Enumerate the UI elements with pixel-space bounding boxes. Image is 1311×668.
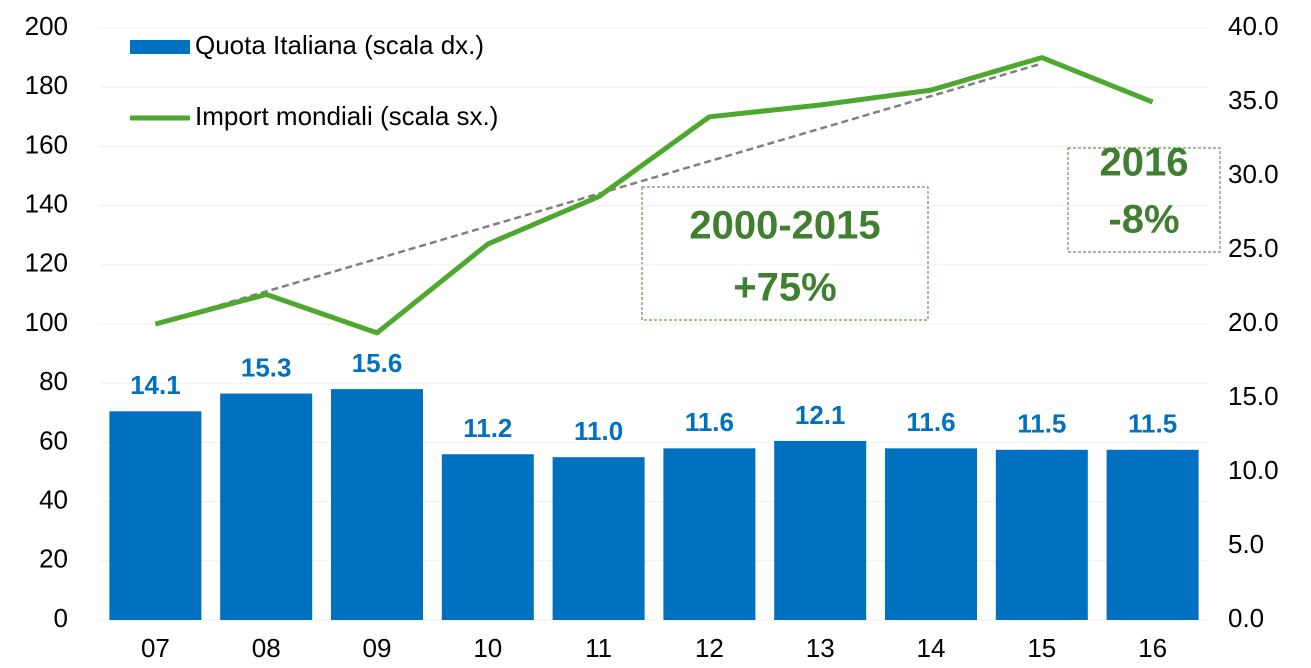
bar: [552, 457, 645, 620]
value-label: 11.0: [574, 416, 623, 446]
legend-label: Import mondiali (scala sx.): [195, 101, 498, 131]
x-tick-label: 16: [1138, 633, 1167, 663]
y-tick-label: 80: [39, 366, 68, 396]
legend-swatch: [130, 40, 190, 54]
bar: [885, 448, 977, 620]
y-tick-label: 120: [25, 248, 68, 278]
y-tick-label: 40: [39, 484, 68, 514]
x-tick-label: 13: [806, 633, 835, 663]
y2-tick-label: 40.0: [1228, 11, 1279, 41]
y-tick-label: 200: [25, 11, 68, 41]
y2-tick-label: 20.0: [1228, 307, 1279, 337]
bar: [220, 393, 313, 620]
x-tick-label: 14: [917, 633, 946, 663]
value-label: 15.3: [241, 352, 292, 382]
annotation: +75%: [733, 266, 836, 310]
bar: [441, 454, 534, 620]
x-tick-label: 11: [585, 633, 612, 663]
bar: [331, 389, 423, 620]
bar: [1106, 449, 1199, 620]
y2-tick-label: 0.0: [1228, 603, 1264, 633]
legend-label: Quota Italiana (scala dx.): [195, 30, 484, 60]
y-tick-label: 60: [39, 425, 68, 455]
y2-tick-label: 25.0: [1228, 233, 1279, 263]
y2-tick-label: 15.0: [1228, 381, 1279, 411]
value-label: 11.5: [1128, 409, 1177, 439]
x-tick-label: 09: [363, 633, 392, 663]
y-tick-label: 20: [39, 544, 68, 574]
x-tick-label: 12: [695, 633, 724, 663]
value-label: 11.6: [685, 407, 734, 437]
bar: [109, 411, 202, 620]
y2-tick-label: 30.0: [1228, 159, 1279, 189]
line: [154, 55, 1154, 336]
annotation: 2016: [1100, 141, 1189, 185]
x-tick-label: 10: [473, 633, 502, 663]
bar: [995, 449, 1088, 620]
value-label: 11.5: [1017, 409, 1066, 439]
y-tick-label: 140: [25, 188, 68, 218]
value-label: 11.6: [906, 407, 955, 437]
y-tick-label: 160: [25, 129, 68, 159]
y-tick-label: 0: [54, 603, 68, 633]
y-tick-label: 100: [25, 307, 68, 337]
annotation: 2000-2015: [689, 204, 880, 248]
annotation: -8%: [1108, 198, 1179, 242]
annotation-box: [641, 186, 929, 321]
y2-tick-label: 35.0: [1228, 85, 1279, 115]
y-tick-label: 180: [25, 70, 68, 100]
value-label: 11.2: [463, 413, 512, 443]
annotation-box: [1067, 147, 1221, 253]
y2-tick-label: 10.0: [1228, 455, 1279, 485]
value-label: 15.6: [352, 348, 403, 378]
bar: [774, 440, 867, 620]
x-tick-label: 07: [141, 633, 170, 663]
x-tick-label: 08: [252, 633, 281, 663]
value-label: 12.1: [795, 400, 846, 430]
value-label: 14.1: [130, 370, 181, 400]
bar: [663, 448, 756, 620]
y2-tick-label: 5.0: [1228, 529, 1264, 559]
x-tick-label: 15: [1027, 633, 1056, 663]
